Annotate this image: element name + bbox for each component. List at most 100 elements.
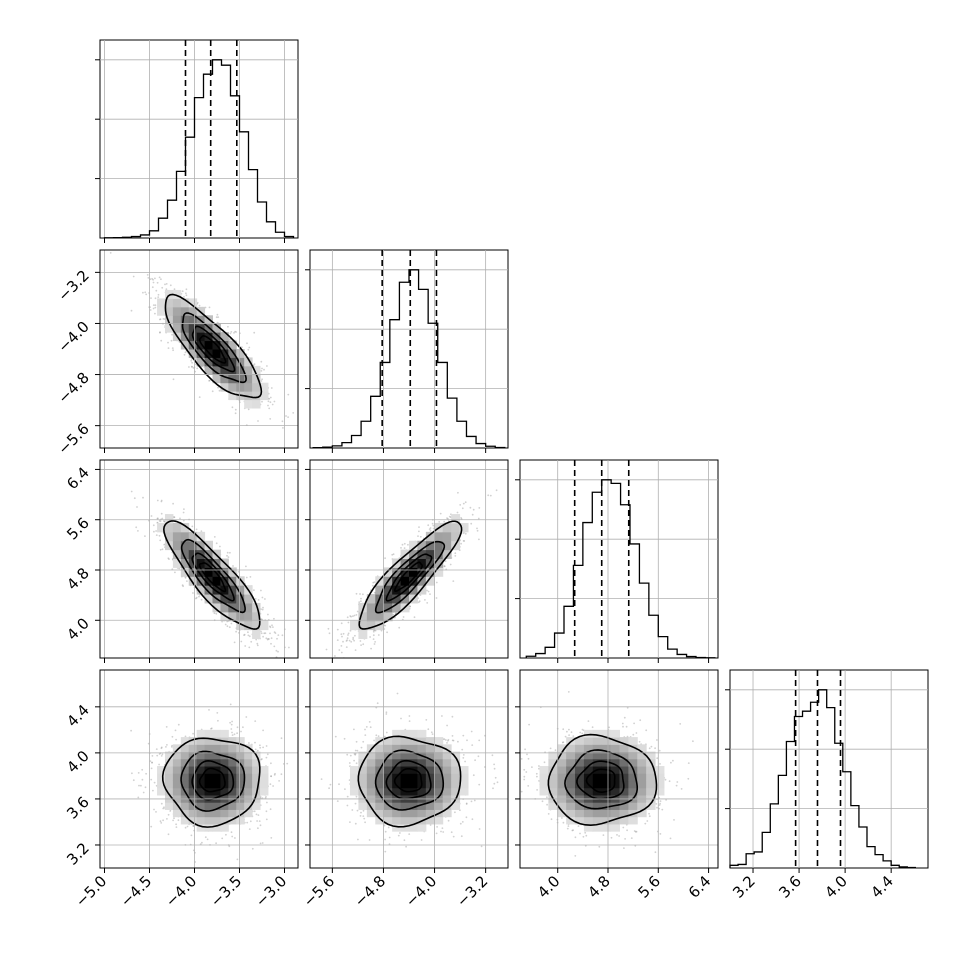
panel-frame [519, 459, 719, 659]
scatter-point [266, 638, 269, 641]
scatter-point [418, 530, 420, 533]
scatter-point [248, 635, 251, 638]
contour-level-1 [180, 538, 246, 614]
scatter-point [345, 640, 348, 642]
scatter-point [429, 593, 431, 595]
scatter-point [277, 634, 280, 636]
density-cell [212, 585, 221, 595]
scatter-point [175, 826, 178, 828]
scatter-point [179, 517, 181, 520]
scatter-point [374, 641, 376, 643]
scatter-point [265, 745, 268, 747]
scatter-point [413, 616, 416, 619]
scatter-point [432, 524, 435, 527]
scatter-point [183, 296, 185, 298]
scatter-point [261, 596, 264, 599]
density-cell [172, 522, 182, 533]
scatter-point [158, 534, 161, 537]
density-cell [180, 332, 190, 342]
scatter-point [190, 359, 193, 362]
scatter-point [257, 420, 259, 422]
scatter-point [152, 307, 155, 310]
scatter-point [162, 819, 165, 822]
scatter-point [201, 841, 203, 844]
scatter-point [137, 772, 140, 774]
density-cell [244, 365, 253, 375]
scatter-point [215, 316, 218, 319]
density-cell [204, 332, 213, 342]
density-cell [366, 602, 376, 613]
scatter-point [172, 378, 175, 381]
density-cell [204, 365, 213, 375]
scatter-point [234, 330, 237, 333]
scatter-point [267, 404, 269, 407]
scatter-point [172, 819, 175, 822]
scatter-point [267, 613, 269, 616]
scatter-point [273, 645, 276, 648]
scatter-point [285, 415, 287, 417]
scatter-point [253, 363, 256, 365]
density-cell [236, 594, 245, 604]
scatter-point [190, 365, 193, 368]
scatter-point [260, 360, 263, 363]
density-cell [409, 585, 418, 595]
scatter-point [229, 721, 232, 724]
scatter-point [142, 496, 144, 499]
scatter-point [341, 635, 343, 638]
scatter-point [152, 304, 155, 306]
scatter-point [136, 506, 138, 508]
scatter-point [150, 297, 152, 299]
contour-level-1 [181, 312, 247, 384]
scatter-point [150, 515, 153, 517]
scatter-point [360, 597, 362, 600]
scatter-point [190, 358, 193, 360]
density-cell [236, 620, 245, 631]
scatter-point [402, 616, 405, 618]
scatter-point [144, 291, 147, 294]
scatter-point [476, 527, 478, 530]
scatter-point [243, 633, 246, 636]
scatter-point [255, 638, 258, 641]
density-cell [204, 576, 213, 586]
scatter-point [354, 649, 357, 651]
scatter-point [142, 291, 144, 294]
scatter-point [384, 557, 386, 560]
scatter-point [159, 331, 161, 334]
scatter-point [154, 304, 157, 307]
scatter-point [161, 548, 164, 551]
scatter-point [409, 605, 411, 608]
scatter-point [435, 581, 438, 584]
scatter-point [443, 565, 446, 568]
scatter-point [359, 640, 362, 642]
scatter-point [135, 526, 138, 529]
density-cell [172, 323, 182, 333]
scatter-point [173, 516, 176, 518]
scatter-point [231, 734, 234, 736]
scatter-point [265, 637, 268, 640]
density-cell [425, 567, 435, 577]
density-cell [383, 585, 393, 595]
scatter-point [260, 608, 262, 610]
scatter-point [231, 731, 233, 734]
scatter-point [169, 284, 172, 287]
density-cell [392, 567, 402, 577]
scatter-point [270, 775, 272, 778]
scatter-point [159, 539, 162, 542]
scatter-point [231, 720, 234, 723]
scatter-point [167, 347, 170, 349]
density-cell [260, 620, 269, 631]
density-cell [188, 298, 198, 308]
scatter-point [160, 747, 163, 750]
histogram-step [312, 269, 506, 449]
scatter-point [303, 632, 305, 634]
scatter-point [370, 647, 372, 650]
scatter-point [152, 281, 155, 284]
scatter-point [338, 649, 341, 651]
scatter-point [270, 387, 273, 389]
density-cell [164, 514, 174, 524]
scatter-point [247, 408, 250, 411]
scatter-point [386, 631, 388, 634]
scatter-point [250, 640, 253, 643]
scatter-point [208, 379, 211, 382]
scatter-point [249, 576, 252, 578]
